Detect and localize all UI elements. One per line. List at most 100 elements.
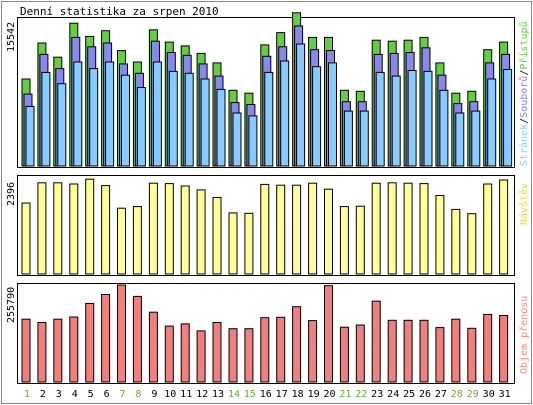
visits-bar — [355, 205, 365, 275]
pages-bar — [391, 75, 401, 167]
visits-bar — [419, 183, 429, 275]
kbytes-bar — [355, 324, 365, 383]
chart-title: Denní statistika za srpen 2010 — [20, 5, 219, 18]
x-tick-label: 4 — [72, 389, 78, 400]
kbytes-bar — [180, 323, 190, 383]
x-tick-label: 6 — [104, 389, 110, 400]
pages-bar — [73, 61, 83, 167]
pages-bar — [328, 62, 337, 167]
pages-bar — [105, 61, 115, 167]
pages-bar — [216, 88, 226, 167]
x-tick-label: 20 — [323, 389, 335, 400]
visits-bar — [53, 182, 63, 275]
pages-bar — [57, 83, 67, 167]
kbytes-bar — [196, 330, 206, 383]
hits-legend: Stránek/Souborů/Přístupů — [518, 21, 530, 166]
x-tick-label: 5 — [88, 389, 94, 400]
kbytes-bar — [451, 318, 461, 383]
pages-bar — [121, 74, 130, 167]
x-tick-label: 23 — [371, 389, 383, 400]
visits-bar — [260, 183, 270, 275]
x-tick-label: 29 — [467, 389, 479, 400]
kbytes-bar — [499, 315, 509, 383]
kbytes-bar — [387, 319, 397, 383]
kbytes-bar — [132, 295, 142, 383]
x-tick-label: 18 — [292, 389, 304, 400]
x-tick-label: 7 — [119, 389, 125, 400]
pages-bar — [439, 89, 449, 167]
legend-sep-1: / — [519, 118, 530, 124]
pages-bar — [375, 71, 385, 167]
visits-bar — [37, 182, 47, 275]
hits-panel — [17, 17, 515, 168]
kbytes-bar — [276, 316, 286, 383]
pages-bar — [232, 112, 242, 167]
kbytes-bar — [69, 316, 79, 383]
visits-bar — [308, 182, 318, 275]
visits-bar — [244, 212, 254, 275]
x-tick-label: 2 — [40, 389, 46, 400]
visits-panel — [17, 175, 515, 276]
kbytes-bar — [101, 294, 111, 383]
visits-bar — [387, 182, 397, 275]
visits-bar — [117, 207, 126, 275]
visits-bar — [324, 188, 333, 275]
kbytes-bar — [212, 322, 222, 383]
x-tick-label: 13 — [212, 389, 224, 400]
visits-bar — [228, 212, 238, 275]
visits-bar — [276, 184, 286, 275]
pages-bar — [168, 70, 178, 167]
x-tick-label: 8 — [135, 389, 141, 400]
pages-bar — [248, 115, 258, 167]
x-tick-label: 1 — [24, 389, 30, 400]
visits-bar — [196, 189, 206, 275]
kbytes-bar — [403, 319, 413, 383]
pages-bar — [136, 87, 146, 167]
x-tick-label: 14 — [228, 389, 240, 400]
kbytes-bar — [244, 328, 254, 383]
x-tick-label: 26 — [419, 389, 431, 400]
visits-bar — [21, 202, 31, 275]
x-tick-label: 22 — [355, 389, 367, 400]
visits-bar — [483, 183, 493, 275]
x-tick-label: 27 — [435, 389, 447, 400]
kbytes-legend: Objem přenosu — [518, 296, 530, 374]
kbytes-ymax-label: 255790 — [6, 287, 17, 323]
pages-bar — [296, 43, 306, 167]
pages-bar — [503, 69, 513, 167]
pages-bar — [184, 72, 194, 167]
visits-bar — [101, 185, 111, 275]
visits-bar — [371, 182, 381, 275]
visits-bar — [499, 179, 509, 275]
pages-bar — [455, 112, 465, 167]
pages-bar — [264, 71, 274, 167]
kbytes-bar — [371, 300, 381, 383]
pages-bar — [312, 66, 322, 167]
visits-bar — [180, 185, 190, 275]
x-tick-label: 25 — [403, 389, 415, 400]
x-tick-label: 12 — [196, 389, 208, 400]
pages-bar — [343, 110, 353, 167]
kbytes-bar — [435, 327, 445, 383]
visits-bar — [467, 213, 477, 275]
kbytes-bar — [483, 313, 493, 383]
x-tick-label: 31 — [499, 389, 511, 400]
kbytes-bar — [308, 320, 318, 383]
x-tick-label: 19 — [308, 389, 320, 400]
x-tick-label: 3 — [56, 389, 62, 400]
legend-files: Souborů — [518, 76, 530, 118]
kbytes-bar — [85, 302, 95, 383]
x-tick-label: 9 — [151, 389, 157, 400]
visits-bar — [451, 208, 461, 275]
kbytes-bar — [148, 311, 158, 383]
kbytes-bar — [37, 322, 47, 383]
kbytes-bar — [228, 328, 238, 383]
kbytes-panel — [17, 283, 515, 384]
kbytes-bar — [339, 326, 349, 383]
x-tick-label: 28 — [451, 389, 463, 400]
legend-hits: Přístupů — [518, 21, 530, 69]
visits-bar — [85, 178, 95, 275]
x-tick-label: 30 — [483, 389, 495, 400]
